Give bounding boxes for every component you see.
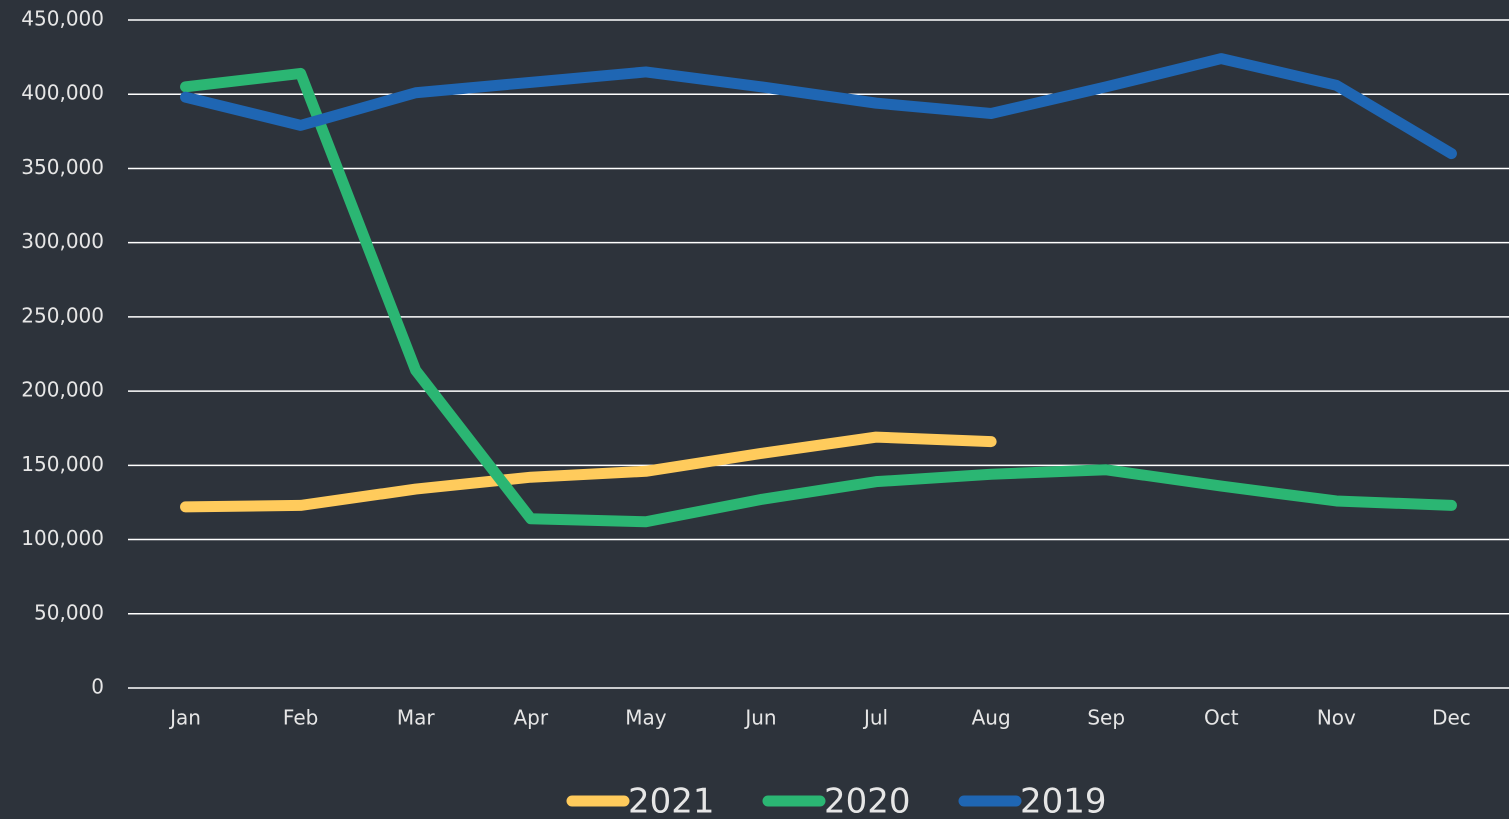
x-tick-label: May — [625, 706, 667, 730]
y-tick-label: 150,000 — [21, 452, 104, 476]
y-tick-label: 0 — [91, 675, 104, 699]
y-tick-label: 250,000 — [21, 303, 104, 327]
x-tick-label: Mar — [397, 706, 436, 730]
series-line — [180, 53, 1457, 160]
x-tick-label: Aug — [972, 706, 1011, 730]
x-tick-label: Jan — [168, 706, 201, 730]
y-tick-label: 50,000 — [34, 600, 104, 624]
y-tick-label: 450,000 — [21, 7, 104, 31]
series-line — [180, 67, 1457, 528]
x-tick-label: Oct — [1204, 706, 1239, 730]
x-tick-label: Jul — [862, 706, 888, 730]
x-tick-label: Nov — [1317, 706, 1356, 730]
y-tick-label: 400,000 — [21, 81, 104, 105]
legend-label: 2021 — [628, 782, 715, 819]
x-tick-label: Dec — [1432, 706, 1471, 730]
series-line — [180, 431, 997, 513]
y-tick-label: 300,000 — [21, 229, 104, 253]
x-tick-label: Jun — [743, 706, 776, 730]
legend-label: 2020 — [824, 782, 911, 819]
x-tick-label: Apr — [513, 706, 548, 730]
x-tick-label: Sep — [1087, 706, 1125, 730]
y-tick-label: 100,000 — [21, 526, 104, 550]
x-tick-label: Feb — [283, 706, 318, 730]
y-tick-label: 200,000 — [21, 378, 104, 402]
y-tick-label: 350,000 — [21, 155, 104, 179]
legend-label: 2019 — [1020, 782, 1107, 819]
